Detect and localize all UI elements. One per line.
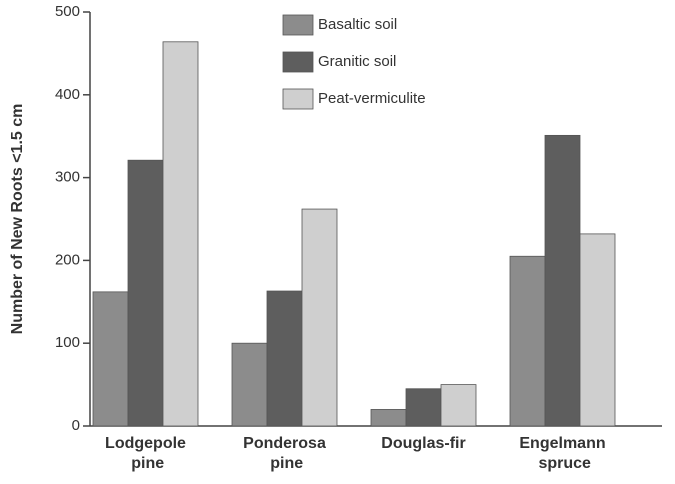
bar [301,208,338,427]
bar [266,290,303,427]
bar [231,342,268,427]
legend-label: Granitic soil [318,53,396,70]
y-tick-label: 200 [55,251,80,268]
y-axis-label: Number of New Roots <1.5 cm [9,104,26,335]
x-tick-label: Lodgepole pine [105,435,186,472]
legend-swatch [282,51,314,73]
y-tick-label: 500 [55,3,80,20]
x-tick-label: Douglas-fir [381,435,465,452]
bar [370,409,407,427]
bar [544,134,581,427]
bar [405,388,442,427]
y-tick-label: 400 [55,86,80,103]
bar [440,384,477,427]
legend-swatch [282,14,314,36]
y-tick-label: 0 [72,417,80,434]
bar [127,159,164,427]
bar [162,41,199,427]
legend-swatch [282,88,314,110]
x-tick-label: Ponderosa pine [243,435,326,472]
bar [92,291,129,427]
legend-label: Basaltic soil [318,16,397,33]
legend-label: Peat-vermiculite [318,90,426,107]
bar [509,255,546,427]
y-tick-label: 100 [55,334,80,351]
bar [579,233,616,427]
y-tick-label: 300 [55,169,80,186]
x-tick-label: Engelmann spruce [519,435,605,472]
